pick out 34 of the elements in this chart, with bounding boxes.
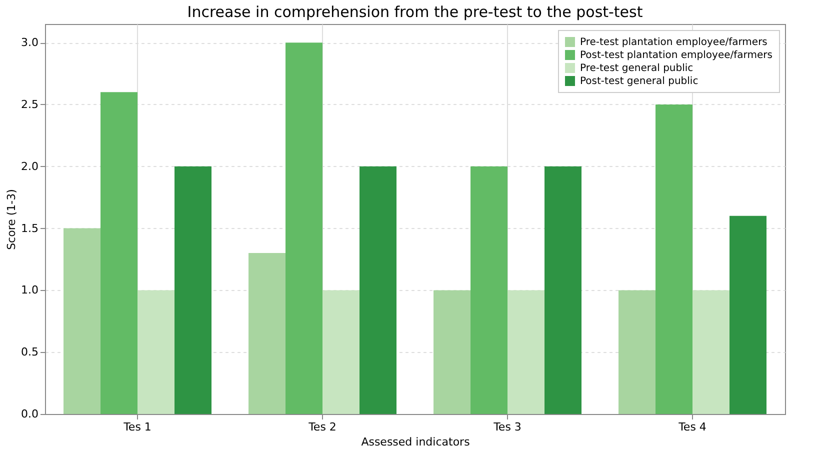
y-tick-label: 2.5 — [21, 98, 38, 111]
bar — [100, 92, 138, 414]
bar — [138, 290, 174, 414]
bar — [730, 216, 766, 414]
x-tick-label: Tes 3 — [492, 420, 522, 434]
bar — [470, 166, 508, 414]
x-tick-label: Tes 2 — [308, 420, 336, 434]
bar — [360, 166, 396, 414]
bar — [286, 42, 322, 414]
bar — [64, 228, 100, 414]
x-tick-label: Tes 1 — [122, 420, 152, 434]
bar — [322, 290, 360, 414]
bar — [618, 290, 656, 414]
legend-label: Post-test plantation employee/farmers — [580, 50, 772, 61]
bar — [174, 166, 212, 414]
legend-label: Pre-test plantation employee/farmers — [580, 37, 768, 48]
legend-label: Post-test general public — [580, 76, 698, 87]
bar — [508, 290, 544, 414]
legend-label: Pre-test general public — [580, 63, 694, 74]
y-tick-label: 1.5 — [21, 222, 38, 235]
y-tick-label: 0.0 — [21, 408, 38, 420]
bar — [434, 290, 470, 414]
chart-title: Increase in comprehension from the pre-test to the post-test — [187, 3, 643, 21]
y-tick-label: 2.0 — [21, 160, 38, 173]
y-tick-label: 0.5 — [21, 346, 38, 359]
x-axis-title: Assessed indicators — [361, 436, 470, 448]
bar — [656, 104, 692, 414]
x-tick-label: Tes 4 — [678, 420, 706, 434]
bar — [248, 253, 286, 414]
y-tick-label: 1.0 — [21, 284, 38, 297]
bar — [544, 166, 582, 414]
bar — [692, 290, 730, 414]
y-axis-title: Score (1-3) — [5, 189, 18, 250]
y-tick-label: 3.0 — [21, 36, 38, 50]
